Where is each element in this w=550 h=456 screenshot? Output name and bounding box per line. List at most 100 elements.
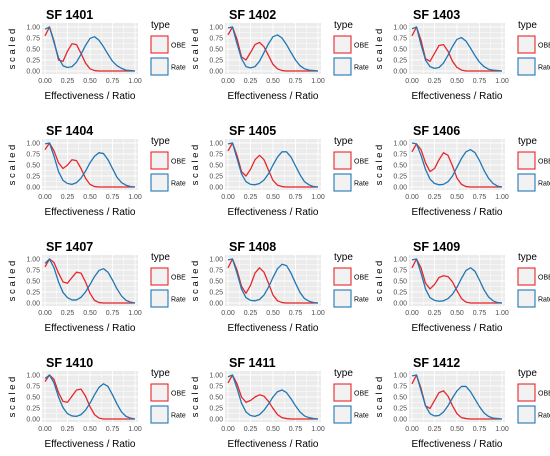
x-tick-label: 0.75 xyxy=(473,426,487,433)
chart-title: SF 1402 xyxy=(229,8,276,22)
x-tick-label: 0.25 xyxy=(61,426,75,433)
legend-key-rate xyxy=(517,57,536,76)
legend: type OBE Rate xyxy=(150,20,186,76)
x-tick-label: 0.75 xyxy=(106,310,120,317)
y-tick-label: 0.75 xyxy=(26,267,40,274)
x-tick-label: 0.00 xyxy=(405,310,419,317)
y-tick-label: 0.25 xyxy=(209,289,223,296)
legend-label-obe: OBE xyxy=(354,159,369,166)
x-tick-label: 0.00 xyxy=(221,194,235,201)
x-tick-label: 0.50 xyxy=(266,194,280,201)
x-axis-label: Effectiveness / Ratio xyxy=(45,91,136,102)
y-axis-label: s c a l e d xyxy=(190,377,201,418)
series-line-rate xyxy=(411,26,503,72)
chart-panel-3: SF 1403 0.00 0.25 0.50 0.75 1.00 0.00 0.25 0.50 0… xyxy=(374,8,550,102)
y-axis-label: s c a l e d xyxy=(374,377,385,418)
legend: type OBE Rate xyxy=(333,20,369,76)
series-line-rate xyxy=(411,258,503,304)
series-line-rate xyxy=(44,258,136,304)
series-line-obe xyxy=(227,374,318,420)
y-tick-label: 1.00 xyxy=(26,256,40,263)
legend-key-rate xyxy=(150,57,169,76)
legend-label-rate: Rate xyxy=(354,65,369,72)
x-tick-label: 1.00 xyxy=(311,78,325,85)
legend-label-rate: Rate xyxy=(538,297,550,304)
y-tick-label: 0.75 xyxy=(209,267,223,274)
x-axis-label: Effectiveness / Ratio xyxy=(45,439,136,450)
chart-title: SF 1411 xyxy=(229,356,276,370)
series-line-rate xyxy=(227,374,319,420)
legend-key-obe xyxy=(333,383,352,402)
y-tick-label: 0.50 xyxy=(393,162,407,169)
legend-title: type xyxy=(334,20,353,31)
y-tick-label: 0.75 xyxy=(209,383,223,390)
y-tick-label: 0.50 xyxy=(26,162,40,169)
x-tick-label: 0.25 xyxy=(244,426,258,433)
x-tick-label: 0.75 xyxy=(289,78,303,85)
legend-key-rate xyxy=(150,405,169,424)
y-tick-label: 0.50 xyxy=(209,46,223,53)
y-tick-label: 1.00 xyxy=(209,140,223,147)
y-tick-label: 1.00 xyxy=(209,372,223,379)
x-tick-label: 0.75 xyxy=(289,426,303,433)
x-tick-label: 0.50 xyxy=(450,426,464,433)
x-tick-label: 0.75 xyxy=(473,78,487,85)
y-tick-label: 0.25 xyxy=(209,405,223,412)
chart-title: SF 1408 xyxy=(229,240,276,254)
chart-panel-8: SF 1408 0.00 0.25 0.50 0.75 1.00 0.00 0.25 0.50 0… xyxy=(190,240,369,334)
series-line-rate xyxy=(227,258,319,304)
chart-panel-11: SF 1411 0.00 0.25 0.50 0.75 1.00 0.00 0.25 0.50 0… xyxy=(190,356,369,450)
legend-key-obe xyxy=(150,383,169,402)
legend-title: type xyxy=(518,136,537,147)
x-tick-label: 0.25 xyxy=(428,426,442,433)
y-tick-label: 0.50 xyxy=(209,394,223,401)
y-axis-label: s c a l e d xyxy=(7,145,18,186)
legend-title: type xyxy=(518,368,537,379)
x-tick-label: 0.75 xyxy=(289,310,303,317)
x-tick-label: 0.00 xyxy=(405,194,419,201)
y-tick-label: 0.25 xyxy=(209,57,223,64)
x-axis-label: Effectiveness / Ratio xyxy=(412,323,503,334)
x-tick-label: 0.00 xyxy=(405,78,419,85)
legend: type OBE Rate xyxy=(150,252,186,308)
y-tick-label: 0.25 xyxy=(209,173,223,180)
x-tick-label: 0.25 xyxy=(244,310,258,317)
y-tick-label: 0.50 xyxy=(209,278,223,285)
x-tick-label: 0.50 xyxy=(83,310,97,317)
series-line-rate xyxy=(44,374,136,420)
x-axis-label: Effectiveness / Ratio xyxy=(228,207,319,218)
x-tick-label: 1.00 xyxy=(311,194,325,201)
y-tick-label: 0.50 xyxy=(209,162,223,169)
y-tick-label: 0.25 xyxy=(26,289,40,296)
y-tick-label: 0.25 xyxy=(393,57,407,64)
y-tick-label: 0.75 xyxy=(26,35,40,42)
legend-label-obe: OBE xyxy=(171,43,186,50)
chart-panel-5: SF 1405 0.00 0.25 0.50 0.75 1.00 0.00 0.25 0.50 0… xyxy=(190,124,369,218)
series-line-rate xyxy=(411,142,503,188)
x-tick-label: 1.00 xyxy=(495,78,509,85)
series-line-obe xyxy=(44,258,135,304)
legend-title: type xyxy=(151,368,170,379)
legend-key-obe xyxy=(333,151,352,170)
y-tick-label: 0.75 xyxy=(393,383,407,390)
x-tick-label: 0.25 xyxy=(244,194,258,201)
y-tick-label: 0.00 xyxy=(393,68,407,75)
legend-key-rate xyxy=(333,405,352,424)
y-tick-label: 0.25 xyxy=(26,405,40,412)
legend-key-obe xyxy=(150,151,169,170)
y-axis-label: s c a l e d xyxy=(7,29,18,70)
legend-title: type xyxy=(151,252,170,263)
y-tick-label: 0.75 xyxy=(393,151,407,158)
x-tick-label: 0.75 xyxy=(106,426,120,433)
y-tick-label: 0.00 xyxy=(26,416,40,423)
y-tick-label: 0.00 xyxy=(26,184,40,191)
legend-title: type xyxy=(151,136,170,147)
x-axis-label: Effectiveness / Ratio xyxy=(45,207,136,218)
x-tick-label: 0.00 xyxy=(221,426,235,433)
legend-label-obe: OBE xyxy=(538,43,550,50)
x-tick-label: 1.00 xyxy=(311,310,325,317)
y-tick-label: 0.50 xyxy=(26,46,40,53)
legend-label-obe: OBE xyxy=(354,43,369,50)
chart-panel-6: SF 1406 0.00 0.25 0.50 0.75 1.00 0.00 0.25 0.50 0… xyxy=(374,124,550,218)
x-axis-label: Effectiveness / Ratio xyxy=(45,323,136,334)
